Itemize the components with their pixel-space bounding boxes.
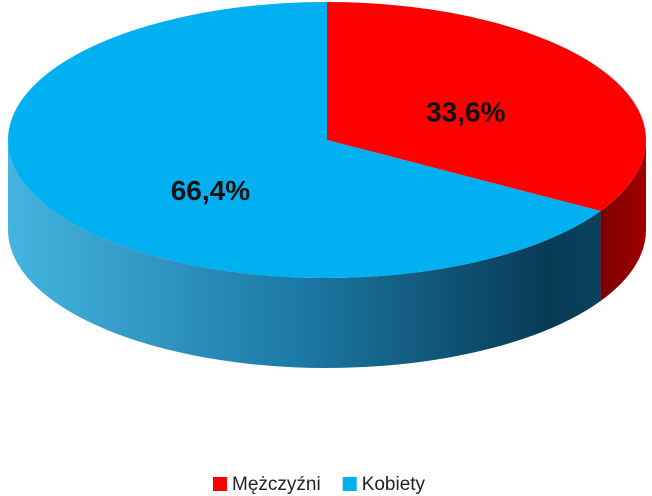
legend: Mężczyźni Kobiety [213,474,426,495]
legend-label: Mężczyźni [232,474,321,495]
legend-swatch [213,477,227,491]
slice-side [8,140,601,368]
data-label: 33,6% [426,96,505,127]
data-label: 66,4% [171,175,250,206]
legend-swatch [342,477,357,491]
pie: 33,6% 66,4% [8,2,646,368]
legend-label: Kobiety [362,474,426,495]
slice [327,2,646,211]
slice-side [600,140,646,301]
slice [8,2,601,278]
